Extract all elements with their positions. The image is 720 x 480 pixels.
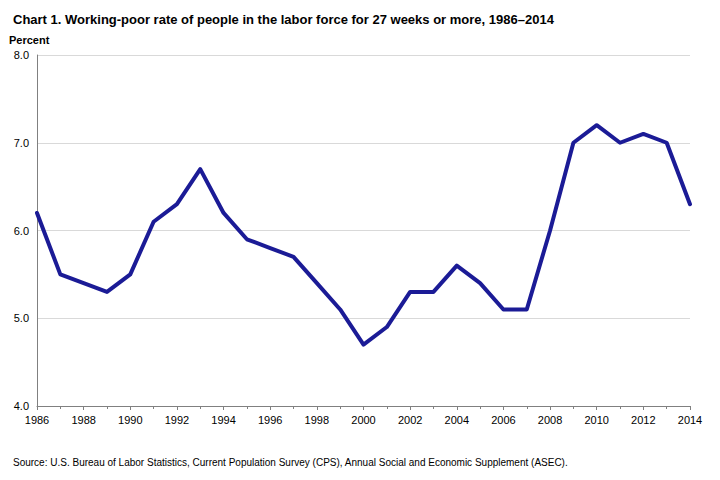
svg-text:2014: 2014 [678, 414, 702, 426]
svg-text:6.0: 6.0 [14, 225, 29, 237]
svg-text:1996: 1996 [258, 414, 282, 426]
svg-text:2008: 2008 [538, 414, 562, 426]
svg-text:1988: 1988 [71, 414, 95, 426]
svg-text:1998: 1998 [305, 414, 329, 426]
svg-text:4.0: 4.0 [14, 400, 29, 412]
svg-text:Percent: Percent [9, 34, 50, 46]
svg-text:2004: 2004 [445, 414, 469, 426]
svg-text:Chart 1. Working-poor rate of: Chart 1. Working-poor rate of people in … [13, 12, 555, 27]
svg-text:2010: 2010 [584, 414, 608, 426]
svg-text:1994: 1994 [211, 414, 235, 426]
svg-text:8.0: 8.0 [14, 49, 29, 61]
svg-text:1990: 1990 [118, 414, 142, 426]
svg-text:2002: 2002 [398, 414, 422, 426]
svg-text:5.0: 5.0 [14, 312, 29, 324]
svg-text:Source: U.S. Bureau of Labor S: Source: U.S. Bureau of Labor Statistics,… [13, 457, 568, 468]
svg-text:2000: 2000 [351, 414, 375, 426]
svg-text:7.0: 7.0 [14, 137, 29, 149]
svg-text:1992: 1992 [165, 414, 189, 426]
svg-text:2006: 2006 [491, 414, 515, 426]
svg-text:2012: 2012 [631, 414, 655, 426]
svg-text:1986: 1986 [25, 414, 49, 426]
